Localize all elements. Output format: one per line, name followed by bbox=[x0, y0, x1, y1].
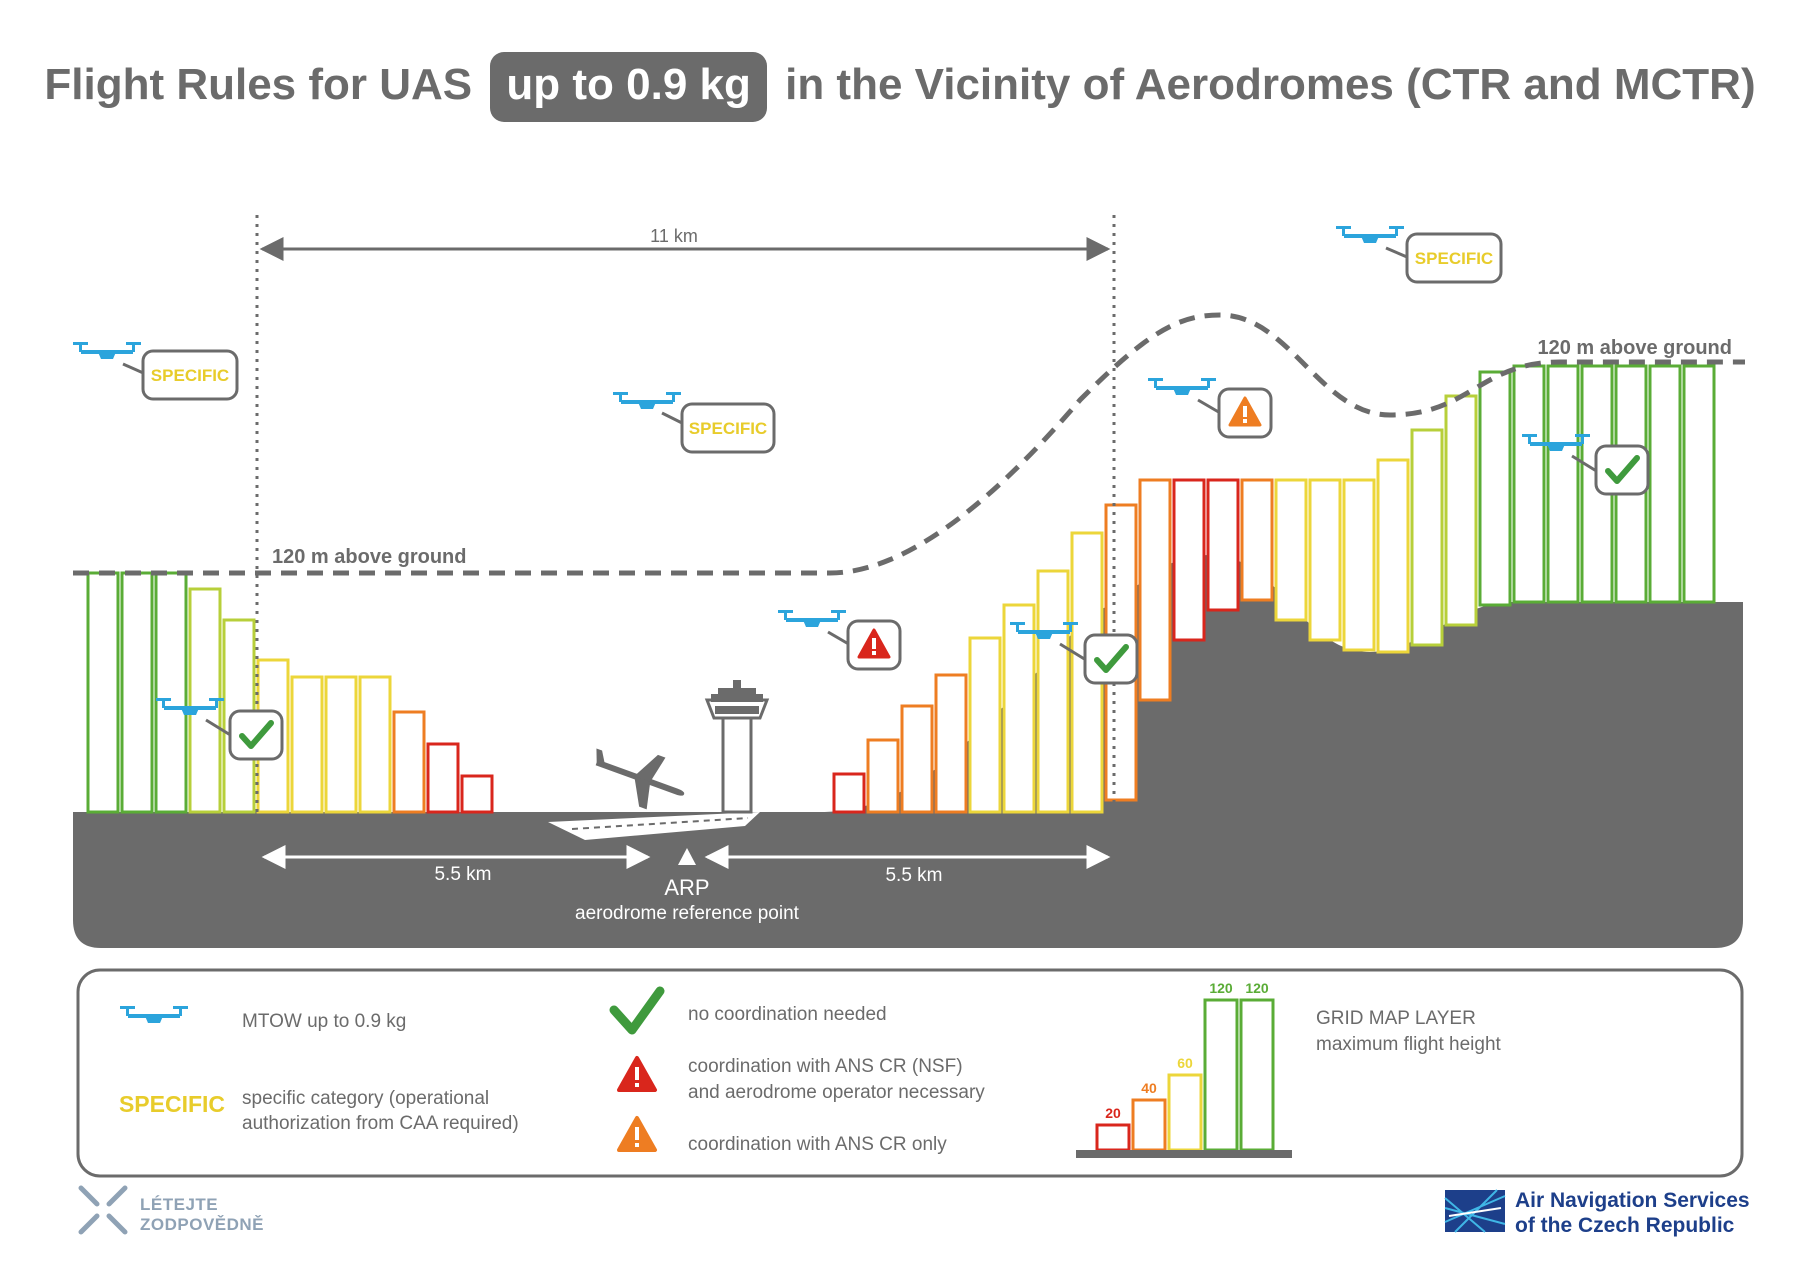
legend-grid-bar bbox=[1167, 1073, 1203, 1152]
fly-responsibly-logo-icon bbox=[78, 1185, 128, 1235]
legend-grid-map-chart: 20 40 60 120 120 bbox=[1095, 980, 1275, 1152]
grid-bar bbox=[1512, 364, 1546, 604]
legend-drone-text: MTOW up to 0.9 kg bbox=[242, 1011, 406, 1032]
specific-bubble-text: SPECIFIC bbox=[151, 366, 229, 385]
legend-red-text-2: and aerodrome operator necessary bbox=[688, 1082, 985, 1103]
grid-bar bbox=[1172, 478, 1206, 642]
legend-grid-bar bbox=[1239, 998, 1275, 1152]
scene-drone-specific-right: SPECIFIC bbox=[1336, 226, 1503, 284]
legend-grid-value-label: 120 bbox=[1209, 980, 1233, 996]
legend-check-icon bbox=[609, 986, 665, 1035]
control-tower bbox=[704, 680, 770, 814]
scene-drone-specific-left: SPECIFIC bbox=[73, 342, 239, 401]
page-title: Flight Rules for UAS up to 0.9 kg in the… bbox=[0, 52, 1800, 122]
height-label-left: 120 m above ground bbox=[272, 546, 467, 568]
legend-grid-bar bbox=[1095, 1123, 1131, 1152]
legend-specific-word: SPECIFIC bbox=[119, 1091, 225, 1117]
scene-drone-orange-warning bbox=[1148, 378, 1273, 439]
legend-specific-text-2: authorization from CAA required) bbox=[242, 1113, 519, 1134]
legend-specific-text-1: specific category (operational bbox=[242, 1088, 489, 1109]
left-brand: LÉTEJTE ZODPOVĚDNĚ bbox=[140, 1195, 264, 1235]
arp-caption: aerodrome reference point bbox=[575, 903, 800, 924]
arp-label: ARP bbox=[664, 875, 709, 900]
scene-drone-specific-center: SPECIFIC bbox=[613, 392, 776, 454]
title-after: in the Vicinity of Aerodromes (CTR and M… bbox=[785, 60, 1756, 109]
grid-bar bbox=[1444, 394, 1478, 627]
legend-orange-warning-icon bbox=[617, 1116, 657, 1152]
legend-grid-value-label: 60 bbox=[1177, 1055, 1193, 1071]
grid-bar bbox=[900, 704, 934, 814]
grid-bar bbox=[1240, 478, 1274, 602]
grid-bar bbox=[1002, 603, 1036, 814]
grid-bar bbox=[1342, 478, 1376, 652]
grid-bar bbox=[1478, 370, 1512, 607]
legend-red-text-1: coordination with ANS CR (NSF) bbox=[688, 1056, 963, 1077]
grid-bar bbox=[832, 772, 866, 814]
grid-bar bbox=[1138, 478, 1172, 702]
specific-bubble-text: SPECIFIC bbox=[1415, 249, 1493, 268]
grid-bar bbox=[1410, 428, 1444, 647]
grid-bar bbox=[290, 675, 324, 814]
legend-box bbox=[76, 968, 1744, 1178]
legend-grid-subtitle: maximum flight height bbox=[1316, 1034, 1502, 1055]
legend-grid-ground bbox=[1076, 1150, 1292, 1158]
legend-red-warning-icon bbox=[617, 1056, 657, 1092]
ans-cr-logo-icon bbox=[1444, 1189, 1506, 1233]
grid-bar bbox=[1274, 478, 1308, 622]
legend-grid-bar bbox=[1203, 998, 1239, 1152]
grid-bar bbox=[358, 675, 392, 814]
legend-grid-value-label: 20 bbox=[1105, 1105, 1121, 1121]
grid-bar bbox=[1376, 458, 1410, 654]
grid-bar bbox=[324, 675, 358, 814]
grid-bar bbox=[154, 571, 188, 814]
scene-drone-check-left bbox=[156, 698, 282, 759]
grid-bar bbox=[426, 742, 460, 814]
legend-grid-value-label: 120 bbox=[1245, 980, 1269, 996]
legend-grid-value-label: 40 bbox=[1141, 1080, 1157, 1096]
title-highlight-badge: up to 0.9 kg bbox=[490, 52, 767, 122]
arp-triangle-icon bbox=[678, 848, 696, 865]
runway bbox=[548, 812, 760, 840]
grid-bar bbox=[120, 571, 154, 814]
grid-bar bbox=[86, 571, 120, 814]
grid-bar bbox=[1546, 364, 1580, 604]
grid-bar bbox=[1036, 569, 1070, 814]
left-brand-line-1: LÉTEJTE bbox=[140, 1195, 219, 1214]
grid-bar bbox=[866, 738, 900, 814]
specific-bubble-text: SPECIFIC bbox=[689, 419, 767, 438]
legend-orange-text: coordination with ANS CR only bbox=[688, 1134, 947, 1155]
height-label-right: 120 m above ground bbox=[1538, 337, 1733, 359]
grid-bar bbox=[968, 636, 1002, 814]
grid-bar bbox=[1682, 364, 1716, 604]
grid-bar bbox=[1206, 478, 1240, 612]
right-brand: Air Navigation Services of the Czech Rep… bbox=[1515, 1188, 1750, 1238]
airplane-icon bbox=[595, 748, 685, 810]
right-brand-line-2: of the Czech Republic bbox=[1515, 1214, 1735, 1237]
grid-bar bbox=[1308, 478, 1342, 642]
height-limit-line bbox=[73, 312, 1745, 576]
grid-bar bbox=[392, 710, 426, 814]
grid-bar bbox=[460, 774, 494, 814]
scene-drone-check-right bbox=[1522, 434, 1648, 494]
title-before: Flight Rules for UAS bbox=[44, 60, 473, 109]
distance-right: 5.5 km bbox=[885, 865, 942, 886]
distance-left: 5.5 km bbox=[434, 864, 491, 885]
scene-drone-check-hill bbox=[1010, 622, 1137, 683]
left-brand-line-2: ZODPOVĚDNĚ bbox=[140, 1215, 265, 1234]
legend-grid-bar bbox=[1131, 1098, 1167, 1152]
right-brand-line-1: Air Navigation Services bbox=[1515, 1189, 1750, 1212]
grid-bar bbox=[1648, 364, 1682, 604]
legend-grid-title: GRID MAP LAYER bbox=[1316, 1008, 1476, 1029]
distance-total: 11 km bbox=[650, 226, 698, 246]
legend-check-text: no coordination needed bbox=[688, 1004, 887, 1025]
scene-drone-red-warning bbox=[778, 610, 902, 671]
grid-bar bbox=[934, 673, 968, 814]
